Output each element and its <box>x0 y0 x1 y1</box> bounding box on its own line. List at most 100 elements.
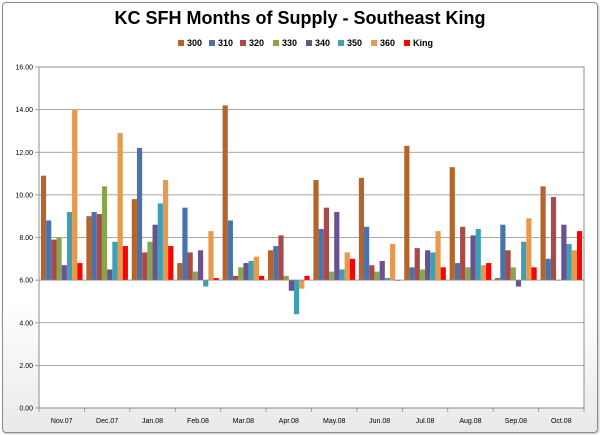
bar-310-jan-08 <box>136 147 143 281</box>
y-tick-label: 14.00 <box>15 107 33 114</box>
legend-label-320: 320 <box>249 38 264 48</box>
bar-350-apr-08 <box>293 280 300 315</box>
bar-360-may-08 <box>344 252 350 281</box>
bar-360-nov-07 <box>72 109 78 281</box>
bar-king-aug-08 <box>486 263 492 281</box>
y-tick-label: 16.00 <box>15 65 33 72</box>
bar-350-aug-08 <box>475 228 481 281</box>
x-tick-label: Feb.08 <box>187 418 209 425</box>
bar-340-sep-08 <box>515 280 522 287</box>
bar-320-oct-08 <box>550 197 557 281</box>
bar-360-mar-08 <box>253 256 259 281</box>
bar-350-dec-07 <box>112 241 118 281</box>
bar-300-apr-08 <box>267 250 274 281</box>
bar-350-oct-08 <box>566 243 572 281</box>
legend-label-300: 300 <box>187 38 202 48</box>
bar-310-nov-07 <box>46 220 52 281</box>
bar-350-jul-08 <box>430 252 436 281</box>
bar-300-jun-08 <box>358 177 365 281</box>
bar-320-jan-08 <box>142 252 148 281</box>
bar-350-feb-08 <box>203 280 209 287</box>
legend-label-king: King <box>413 38 433 48</box>
bar-360-aug-08 <box>480 265 487 281</box>
bar-king-feb-08 <box>213 277 219 281</box>
bar-king-mar-08 <box>258 275 265 281</box>
y-tick-label: 4.00 <box>19 320 33 327</box>
y-tick-label: 12.00 <box>15 150 33 157</box>
bar-350-jan-08 <box>157 203 163 281</box>
x-tick-label: Nov.07 <box>51 418 73 425</box>
bar-king-oct-08 <box>576 231 583 281</box>
legend-swatch-310 <box>209 40 215 46</box>
bar-330-jun-08 <box>374 271 380 281</box>
bar-360-jun-08 <box>390 243 396 281</box>
bar-350-nov-07 <box>66 211 73 281</box>
legend-swatch-360 <box>371 40 377 46</box>
y-tick-label: 0.00 <box>19 406 33 413</box>
bar-320-apr-08 <box>278 235 284 281</box>
bar-330-jul-08 <box>419 269 426 281</box>
bar-king-apr-08 <box>304 275 310 281</box>
bar-king-nov-07 <box>77 263 83 281</box>
bar-310-aug-08 <box>454 263 461 281</box>
bar-320-jul-08 <box>414 248 420 281</box>
bar-330-aug-08 <box>465 267 471 281</box>
x-tick-label: Dec.07 <box>96 418 118 425</box>
bar-300-nov-07 <box>40 175 47 281</box>
bar-360-jan-08 <box>162 179 169 281</box>
bar-king-jul-08 <box>440 267 446 281</box>
y-tick-label: 8.00 <box>19 235 33 242</box>
legend-swatch-300 <box>178 40 184 46</box>
bar-310-apr-08 <box>273 246 279 281</box>
bar-320-dec-07 <box>96 214 102 281</box>
legend-label-360: 360 <box>380 38 395 48</box>
legend-label-330: 330 <box>282 38 297 48</box>
bar-320-mar-08 <box>232 275 239 281</box>
bar-340-oct-08 <box>561 224 567 281</box>
legend-label-310: 310 <box>218 38 233 48</box>
legend-swatch-350 <box>338 40 344 46</box>
bar-330-dec-07 <box>101 186 108 281</box>
bar-330-nov-07 <box>56 237 62 281</box>
bar-350-jun-08 <box>384 277 391 281</box>
x-tick-label: Mar.08 <box>233 418 255 425</box>
bar-330-sep-08 <box>510 267 516 281</box>
x-tick-label: May.08 <box>323 418 346 425</box>
bar-320-feb-08 <box>187 252 193 281</box>
bar-300-jul-08 <box>404 145 410 281</box>
legend-label-340: 340 <box>315 38 330 48</box>
bar-360-dec-07 <box>117 133 123 281</box>
bar-310-feb-08 <box>182 207 188 281</box>
bar-360-apr-08 <box>299 280 305 289</box>
bar-340-feb-08 <box>197 250 204 281</box>
bar-300-dec-07 <box>86 216 92 281</box>
bar-310-may-08 <box>318 228 324 281</box>
bar-340-jul-08 <box>425 250 431 281</box>
x-tick-label: Apr.08 <box>279 418 299 425</box>
bar-300-oct-08 <box>540 186 546 281</box>
bar-350-sep-08 <box>521 241 527 281</box>
bar-310-jun-08 <box>364 226 370 281</box>
bar-360-jul-08 <box>435 231 441 281</box>
y-tick-label: 6.00 <box>19 278 33 285</box>
x-tick-label: Sep.08 <box>505 418 527 425</box>
x-tick-label: Oct.08 <box>551 418 572 425</box>
bar-310-dec-07 <box>91 211 97 281</box>
bar-340-aug-08 <box>470 235 476 281</box>
x-tick-label: Jun.08 <box>369 418 390 425</box>
bar-330-apr-08 <box>283 275 289 281</box>
bar-king-dec-07 <box>122 246 128 281</box>
bar-350-may-08 <box>339 269 345 281</box>
bar-360-sep-08 <box>526 218 532 281</box>
x-tick-label: Jan.08 <box>142 418 163 425</box>
bar-320-aug-08 <box>460 226 466 281</box>
legend-swatch-320 <box>240 40 246 46</box>
bar-310-mar-08 <box>227 220 233 281</box>
bar-340-dec-07 <box>107 269 113 281</box>
bar-340-apr-08 <box>288 280 294 291</box>
bar-340-mar-08 <box>243 263 249 281</box>
legend-swatch-330 <box>273 40 279 46</box>
bar-320-jun-08 <box>369 265 375 281</box>
bar-310-oct-08 <box>545 258 551 281</box>
